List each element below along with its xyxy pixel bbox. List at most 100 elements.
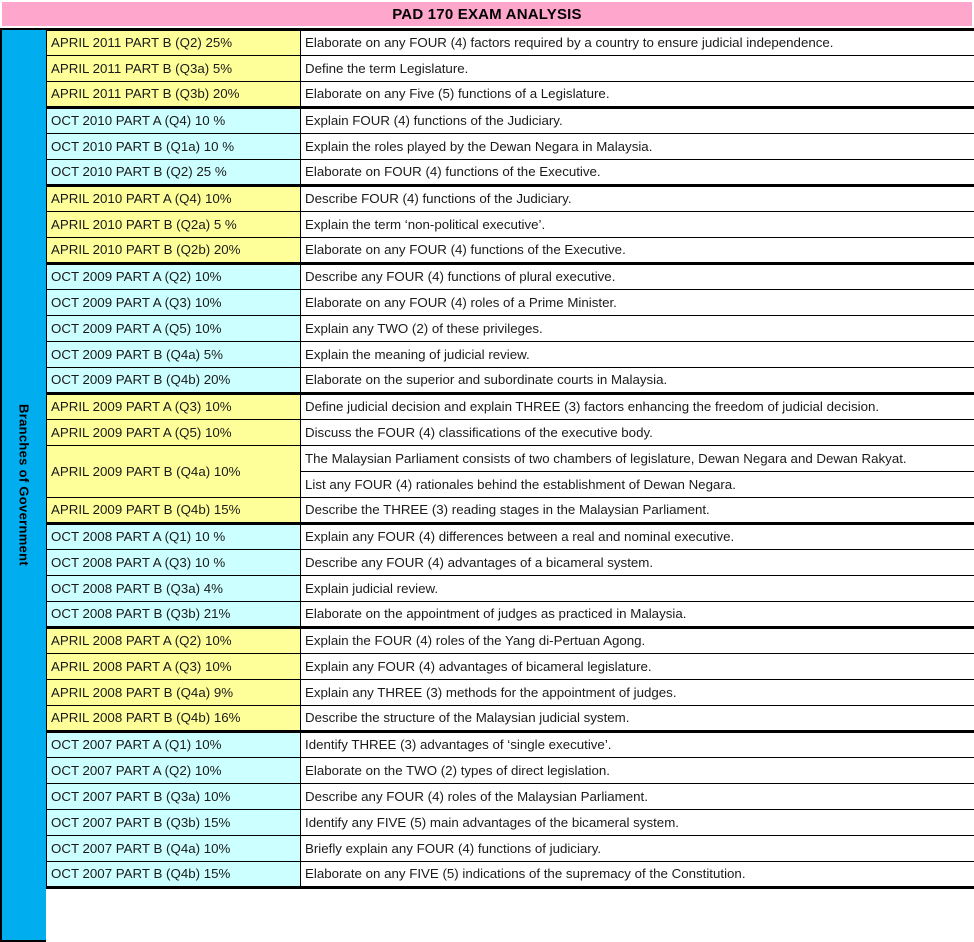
description-cell: Describe the structure of the Malaysian … — [300, 705, 974, 732]
question-cell: OCT 2009 PART B (Q4a) 5% — [46, 341, 301, 368]
description-cell: Describe FOUR (4) functions of the Judic… — [300, 184, 974, 212]
question-cell: OCT 2007 PART B (Q4a) 10% — [46, 835, 301, 862]
table-row: OCT 2008 PART A (Q3) 10 % Describe any FO… — [46, 549, 974, 576]
table-row: APRIL 2009 PART B (Q4b) 15% Describe the … — [46, 497, 974, 524]
table-row: OCT 2007 PART A (Q2) 10% Elaborate on the… — [46, 757, 974, 784]
question-cell: APRIL 2011 PART B (Q3a) 5% — [46, 55, 301, 82]
question-cell: OCT 2008 PART A (Q3) 10 % — [46, 549, 301, 576]
description-cell: Elaborate on the TWO (2) types of direct… — [300, 757, 974, 784]
page-header-bar: PAD 170 EXAM ANALYSIS — [2, 2, 972, 26]
table-row: OCT 2010 PART A (Q4) 10 % Explain FOUR (4… — [46, 106, 974, 134]
description-cell: Explain judicial review. — [300, 575, 974, 602]
question-cell: APRIL 2010 PART B (Q2a) 5 % — [46, 211, 301, 238]
description-cell: Elaborate on any Five (5) functions of a… — [300, 81, 974, 108]
question-cell: APRIL 2010 PART A (Q4) 10% — [46, 184, 301, 212]
question-cell: APRIL 2011 PART B (Q3b) 20% — [46, 81, 301, 108]
description-cell: Describe any FOUR (4) functions of plura… — [300, 262, 974, 290]
description-cell: Explain FOUR (4) functions of the Judici… — [300, 106, 974, 134]
question-cell: APRIL 2008 PART B (Q4a) 9% — [46, 679, 301, 706]
question-cell: APRIL 2009 PART A (Q5) 10% — [46, 419, 301, 446]
table-row: APRIL 2008 PART B (Q4b) 16% Describe the … — [46, 705, 974, 732]
description-cell: Elaborate on any FOUR (4) functions of t… — [300, 237, 974, 264]
table-row: APRIL 2008 PART A (Q2) 10% Explain the FO… — [46, 626, 974, 654]
table-row: APRIL 2009 PART A (Q5) 10% Discuss the FO… — [46, 419, 974, 446]
description-cell: Elaborate on any FIVE (5) indications of… — [300, 861, 974, 889]
table-row: APRIL 2011 PART B (Q3a) 5% Define the ter… — [46, 55, 974, 82]
exam-table-body: APRIL 2011 PART B (Q2) 25% Elaborate on a… — [46, 28, 974, 889]
table-row: APRIL 2010 PART A (Q4) 10% Describe FOUR … — [46, 184, 974, 212]
question-cell: APRIL 2010 PART B (Q2b) 20% — [46, 237, 301, 264]
description-cell: Describe any FOUR (4) roles of the Malay… — [300, 783, 974, 810]
question-cell: OCT 2009 PART A (Q3) 10% — [46, 289, 301, 316]
description-cell: Define the term Legislature. — [300, 55, 974, 82]
question-cell: OCT 2008 PART B (Q3a) 4% — [46, 575, 301, 602]
table-row: OCT 2007 PART B (Q4a) 10% Briefly explain… — [46, 835, 974, 862]
table-row: APRIL 2009 PART B (Q4a) 10% The Malaysian… — [46, 445, 974, 498]
table-row: OCT 2007 PART B (Q3a) 10% Describe any FO… — [46, 783, 974, 810]
table-row: APRIL 2008 PART A (Q3) 10% Explain any FO… — [46, 653, 974, 680]
table-row: APRIL 2009 PART A (Q3) 10% Define judicia… — [46, 392, 974, 420]
description-cell: Explain the FOUR (4) roles of the Yang d… — [300, 626, 974, 654]
table-row: List any FOUR (4) rationales behind the … — [47, 471, 974, 498]
description-cell: Elaborate on any FOUR (4) roles of a Pri… — [300, 289, 974, 316]
question-cell: OCT 2007 PART A (Q1) 10% — [46, 730, 301, 758]
table-row: OCT 2007 PART B (Q4b) 15% Elaborate on an… — [46, 861, 974, 889]
table-row: OCT 2007 PART B (Q3b) 15% Identify any FI… — [46, 809, 974, 836]
question-cell: APRIL 2009 PART A (Q3) 10% — [46, 392, 301, 420]
description-cell: Elaborate on the superior and subordinat… — [300, 367, 974, 394]
table-row: OCT 2008 PART B (Q3b) 21% Elaborate on th… — [46, 601, 974, 628]
question-cell: OCT 2009 PART A (Q2) 10% — [46, 262, 301, 290]
question-cell: OCT 2010 PART B (Q1a) 10 % — [46, 133, 301, 160]
page-title: PAD 170 EXAM ANALYSIS — [392, 5, 582, 23]
exam-table-scroll: APRIL 2011 PART B (Q2) 25% Elaborate on a… — [46, 28, 974, 942]
question-cell: OCT 2009 PART A (Q5) 10% — [46, 315, 301, 342]
question-cell: OCT 2008 PART A (Q1) 10 % — [46, 522, 301, 550]
description-cell: Elaborate on the appointment of judges a… — [300, 601, 974, 628]
question-cell: OCT 2009 PART B (Q4b) 20% — [46, 367, 301, 394]
description-cell: Describe any FOUR (4) advantages of a bi… — [300, 549, 974, 576]
description-cell: Explain the roles played by the Dewan Ne… — [300, 133, 974, 160]
description-cell: Explain any THREE (3) methods for the ap… — [300, 679, 974, 706]
description-cell: Explain the meaning of judicial review. — [300, 341, 974, 368]
table-row: OCT 2008 PART B (Q3a) 4% Explain judicial… — [46, 575, 974, 602]
table-body-area: Branches of Government APRIL 2011 PART B… — [0, 28, 974, 942]
description-cell: Explain the term ‘non-political executiv… — [300, 211, 974, 238]
question-cell: OCT 2007 PART B (Q3a) 10% — [46, 783, 301, 810]
table-row: OCT 2010 PART B (Q1a) 10 % Explain the ro… — [46, 133, 974, 160]
table-row: APRIL 2010 PART B (Q2a) 5 % Explain the t… — [46, 211, 974, 238]
question-cell: APRIL 2008 PART B (Q4b) 16% — [46, 705, 301, 732]
question-cell: APRIL 2008 PART A (Q2) 10% — [46, 626, 301, 654]
description-cell: Briefly explain any FOUR (4) functions o… — [300, 835, 974, 862]
vertical-category-label: Branches of Government — [0, 28, 46, 942]
question-cell: OCT 2007 PART B (Q3b) 15% — [46, 809, 301, 836]
question-cell: APRIL 2009 PART B (Q4b) 15% — [46, 497, 301, 524]
question-cell: OCT 2007 PART A (Q2) 10% — [46, 757, 301, 784]
description-cell: The Malaysian Parliament consists of two… — [300, 445, 974, 472]
table-row: APRIL 2011 PART B (Q3b) 20% Elaborate on … — [46, 81, 974, 108]
table-row: OCT 2009 PART B (Q4b) 20% Elaborate on th… — [46, 367, 974, 394]
description-cell: Identify any FIVE (5) main advantages of… — [300, 809, 974, 836]
question-cell: APRIL 2009 PART B (Q4a) 10% — [46, 445, 301, 498]
table-row: OCT 2009 PART B (Q4a) 5% Explain the mean… — [46, 341, 974, 368]
description-cell: Explain any TWO (2) of these privileges. — [300, 315, 974, 342]
exam-analysis-table: APRIL 2011 PART B (Q2) 25% Elaborate on a… — [46, 28, 974, 889]
table-row: OCT 2007 PART A (Q1) 10% Identify THREE (… — [46, 730, 974, 758]
description-cell: Explain any FOUR (4) differences between… — [300, 522, 974, 550]
description-cell: List any FOUR (4) rationales behind the … — [300, 471, 974, 498]
question-cell: OCT 2010 PART A (Q4) 10 % — [46, 106, 301, 134]
description-cell: Define judicial decision and explain THR… — [300, 392, 974, 420]
description-cell: Describe the THREE (3) reading stages in… — [300, 497, 974, 524]
description-cell: Identify THREE (3) advantages of ‘single… — [300, 730, 974, 758]
table-row: APRIL 2010 PART B (Q2b) 20% Elaborate on … — [46, 237, 974, 264]
description-cell: Explain any FOUR (4) advantages of bicam… — [300, 653, 974, 680]
question-cell: APRIL 2011 PART B (Q2) 25% — [46, 28, 301, 56]
question-cell: OCT 2007 PART B (Q4b) 15% — [46, 861, 301, 889]
table-row: OCT 2009 PART A (Q2) 10% Describe any FOU… — [46, 262, 974, 290]
table-row: OCT 2008 PART A (Q1) 10 % Explain any FOU… — [46, 522, 974, 550]
table-row: OCT 2009 PART A (Q5) 10% Explain any TWO … — [46, 315, 974, 342]
question-cell: OCT 2008 PART B (Q3b) 21% — [46, 601, 301, 628]
table-row: APRIL 2008 PART B (Q4a) 9% Explain any TH… — [46, 679, 974, 706]
question-cell: OCT 2010 PART B (Q2) 25 % — [46, 159, 301, 186]
question-cell: APRIL 2008 PART A (Q3) 10% — [46, 653, 301, 680]
